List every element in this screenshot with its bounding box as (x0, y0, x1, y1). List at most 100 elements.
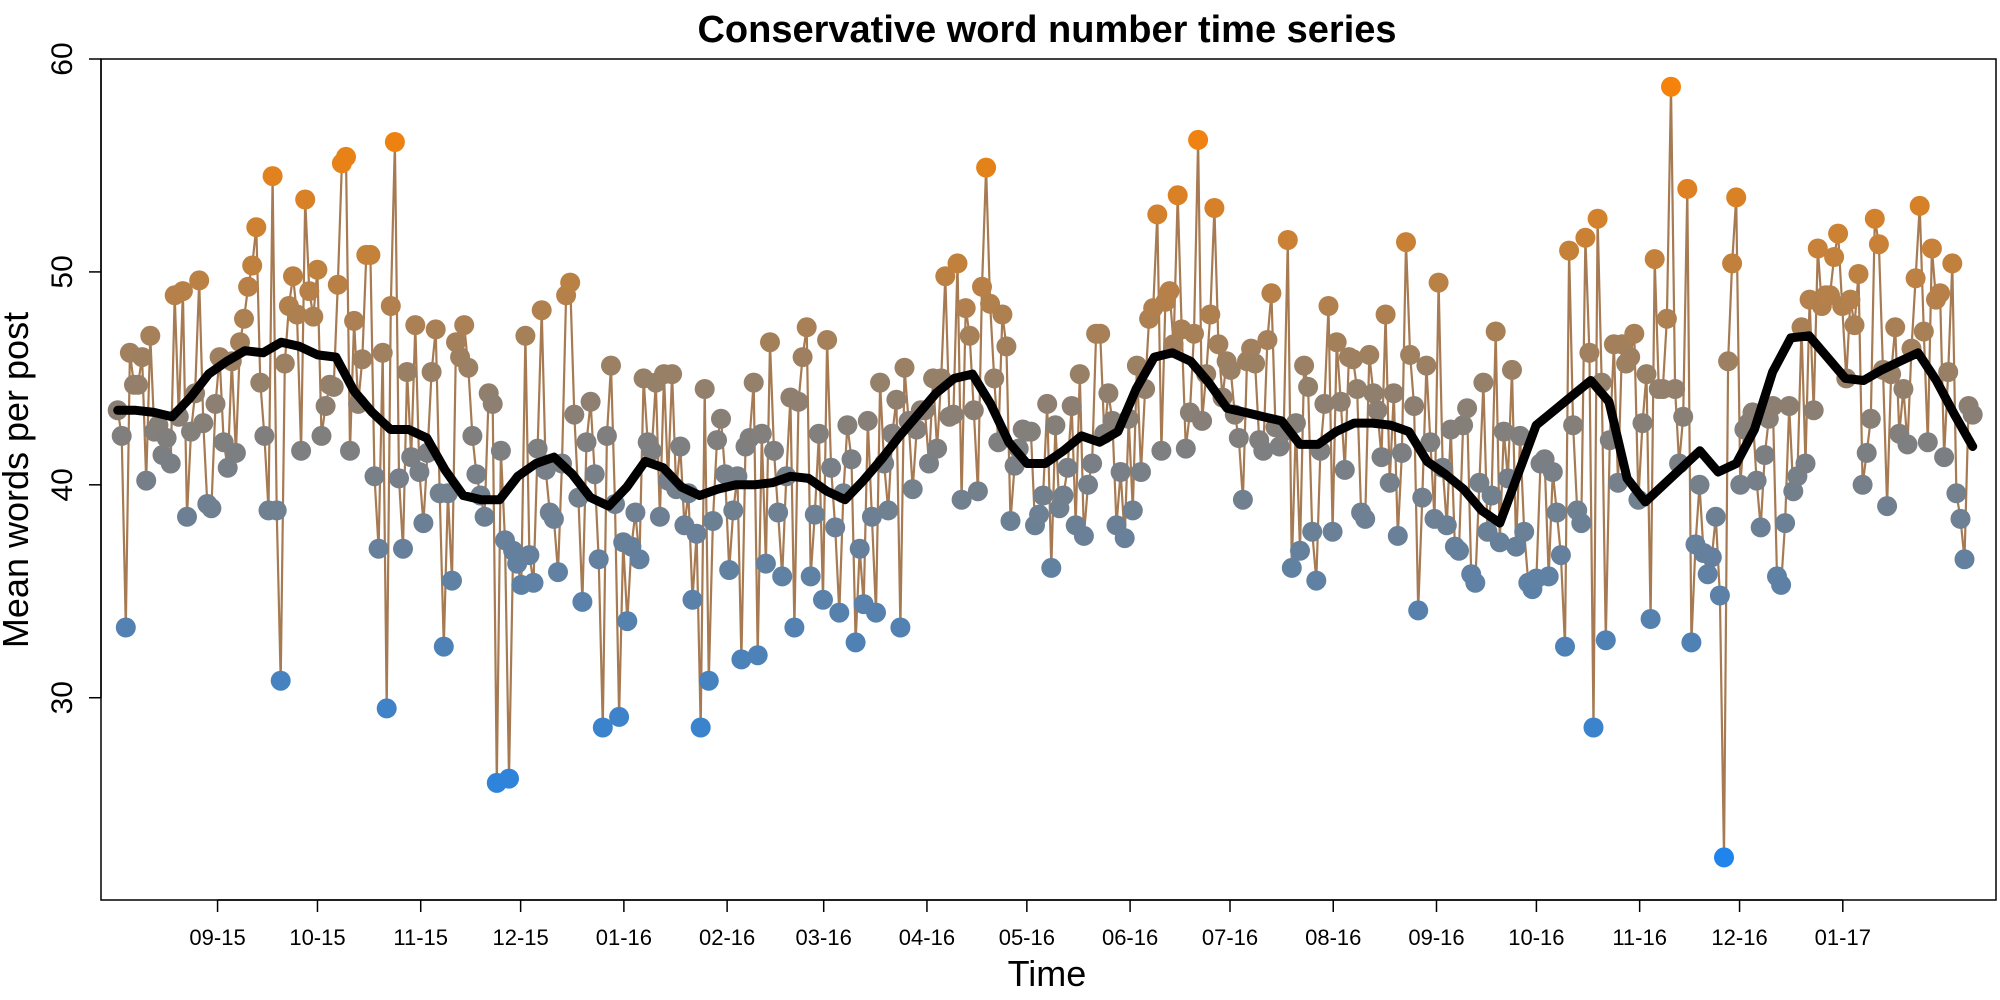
data-point (225, 442, 246, 463)
data-point (111, 425, 132, 446)
data-point (1037, 393, 1058, 414)
data-point (238, 276, 259, 297)
data-point (1375, 304, 1396, 325)
data-point (433, 636, 454, 657)
data-point (1408, 600, 1429, 621)
data-point (287, 304, 307, 325)
x-tick-label: 02-16 (699, 925, 755, 950)
data-point (172, 281, 193, 302)
x-tick-label: 09-16 (1408, 925, 1464, 950)
data-point (1359, 344, 1380, 365)
data-point (291, 440, 312, 461)
data-point (1131, 462, 1151, 482)
data-point (1428, 272, 1449, 293)
data-point (1546, 502, 1567, 523)
data-point (972, 276, 992, 297)
data-point (523, 572, 544, 593)
data-point (1020, 421, 1041, 442)
data-point (1367, 400, 1388, 421)
chart-title: Conservative word number time series (697, 9, 1396, 51)
data-point (1864, 208, 1885, 229)
data-point (421, 362, 442, 382)
data-point (878, 500, 899, 521)
data-point (768, 502, 789, 523)
data-point (1404, 396, 1425, 416)
data-point (755, 553, 776, 574)
data-point (788, 391, 809, 412)
data-point (405, 315, 426, 336)
data-point (1921, 238, 1942, 259)
data-point (132, 347, 153, 368)
data-point (682, 589, 703, 610)
data-point (1905, 268, 1926, 289)
data-point (857, 410, 878, 431)
data-point (115, 617, 136, 638)
data-point (1502, 359, 1522, 380)
data-point (1942, 253, 1963, 274)
data-point (800, 566, 821, 587)
data-point (1069, 364, 1090, 385)
data-point (462, 425, 483, 446)
data-point (1330, 391, 1351, 412)
data-point (1090, 323, 1111, 344)
data-point (1159, 281, 1180, 302)
series-connector-line (116, 86, 1974, 858)
data-point (376, 698, 397, 719)
data-point (1057, 457, 1078, 478)
data-point (1114, 528, 1135, 549)
data-point (804, 504, 825, 525)
data-point (951, 489, 972, 510)
data-point (1073, 525, 1094, 546)
data-point (1420, 432, 1441, 453)
data-point (1204, 198, 1225, 218)
data-point (1277, 230, 1298, 250)
x-tick-label: 10-16 (1508, 925, 1564, 950)
data-point (992, 304, 1013, 325)
data-point (1485, 321, 1506, 342)
data-point (1934, 447, 1955, 468)
data-point (841, 449, 862, 470)
data-point (1457, 398, 1478, 419)
x-tick-label: 08-16 (1305, 925, 1361, 950)
data-point (1363, 383, 1384, 404)
x-tick-label: 12-15 (492, 925, 548, 950)
data-point (515, 325, 536, 346)
data-point (1689, 474, 1710, 495)
data-point (1730, 474, 1751, 495)
data-point (845, 632, 866, 653)
data-point (943, 404, 964, 425)
data-point (1705, 506, 1726, 527)
y-axis: 30 40 50 60 (46, 42, 102, 714)
data-point (609, 706, 630, 727)
data-point (1750, 517, 1771, 538)
y-tick-label: 50 (46, 255, 79, 288)
data-point (1188, 129, 1209, 150)
data-point (393, 538, 413, 559)
data-point (274, 353, 295, 374)
data-point (527, 438, 548, 459)
data-point (1550, 545, 1571, 566)
data-point (1555, 636, 1575, 657)
x-tick-label: 07-16 (1202, 925, 1258, 950)
data-point (1383, 383, 1404, 404)
data-point (246, 217, 267, 238)
data-point (1656, 308, 1677, 329)
data-point (967, 481, 988, 502)
data-point (902, 479, 923, 500)
data-point (1673, 406, 1694, 427)
x-tick-label: 05-16 (999, 925, 1055, 950)
x-tick-label: 11-15 (393, 925, 448, 950)
data-point (442, 570, 462, 591)
x-tick-label: 01-16 (596, 925, 652, 950)
data-point (584, 464, 605, 485)
data-point (519, 545, 540, 566)
data-point (959, 325, 980, 346)
data-point (1917, 432, 1938, 453)
data-point (1722, 253, 1743, 274)
data-point (1261, 283, 1282, 304)
data-point (1677, 178, 1698, 199)
data-point (894, 357, 915, 378)
data-point (1962, 404, 1983, 425)
data-point (1510, 425, 1531, 446)
data-point (499, 768, 519, 789)
